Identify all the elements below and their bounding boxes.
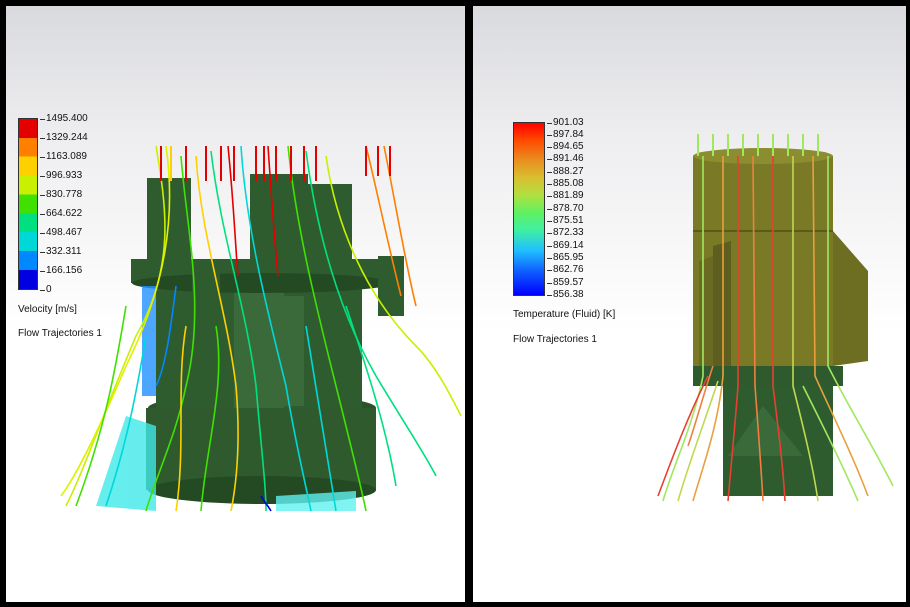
velocity-tick: 166.156 (39, 265, 83, 276)
temperature-flow-scene (657, 134, 894, 502)
temperature-tick: 859.57 (547, 277, 584, 288)
temperature-tick: 897.84 (547, 129, 584, 140)
velocity-tick: 1329.244 (40, 132, 88, 143)
velocity-tick: 0 (40, 284, 52, 295)
temperature-legend-subtitle: Flow Trajectories 1 (513, 334, 597, 345)
velocity-tick: 1495.400 (40, 113, 88, 124)
velocity-legend-subtitle: Flow Trajectories 1 (18, 328, 102, 339)
temperature-tick: 885.08 (547, 178, 584, 189)
temperature-legend-title: Temperature (Fluid) [K] (513, 309, 616, 320)
velocity-flow-scene (60, 145, 462, 512)
velocity-tick: 996.933 (39, 170, 83, 181)
velocity-tick: 1163.089 (40, 151, 87, 162)
temperature-tick: 891.46 (547, 153, 584, 164)
velocity-color-scale (18, 118, 38, 290)
temperature-tick: 888.27 (547, 166, 584, 177)
temperature-tick: 875.51 (547, 215, 584, 226)
velocity-trajectories (60, 145, 462, 512)
velocity-legend-title: Velocity [m/s] (18, 304, 77, 315)
temperature-tick: 865.95 (547, 252, 584, 263)
low-velocity-region (96, 286, 356, 511)
velocity-tick: 498.467 (39, 227, 83, 238)
temperature-tick: 869.14 (547, 240, 584, 251)
temperature-tick: 878.70 (547, 203, 584, 214)
inlet-strands (697, 134, 819, 156)
temperature-tick: 856.38 (547, 289, 584, 300)
temperature-tick: 862.76 (547, 264, 584, 275)
nozzle-model (131, 174, 404, 504)
temperature-tick: 881.89 (547, 190, 584, 201)
temperature-tick: 894.65 (547, 141, 584, 152)
velocity-tick: 332.311 (39, 246, 82, 257)
temperature-trajectories (657, 155, 894, 502)
nozzle-model (693, 148, 868, 496)
temperature-tick: 872.33 (547, 227, 584, 238)
velocity-tick: 830.778 (39, 189, 83, 200)
velocity-tick: 664.622 (39, 208, 83, 219)
temperature-tick: 901.03 (547, 117, 584, 128)
temperature-color-scale (513, 122, 545, 296)
inlet-strands (160, 146, 391, 181)
velocity-viewport[interactable]: 1495.400 1329.244 1163.089 996.933 830.7… (6, 6, 465, 602)
temperature-viewport[interactable]: 901.03 897.84 894.65 891.46 888.27 885.0… (473, 6, 906, 602)
